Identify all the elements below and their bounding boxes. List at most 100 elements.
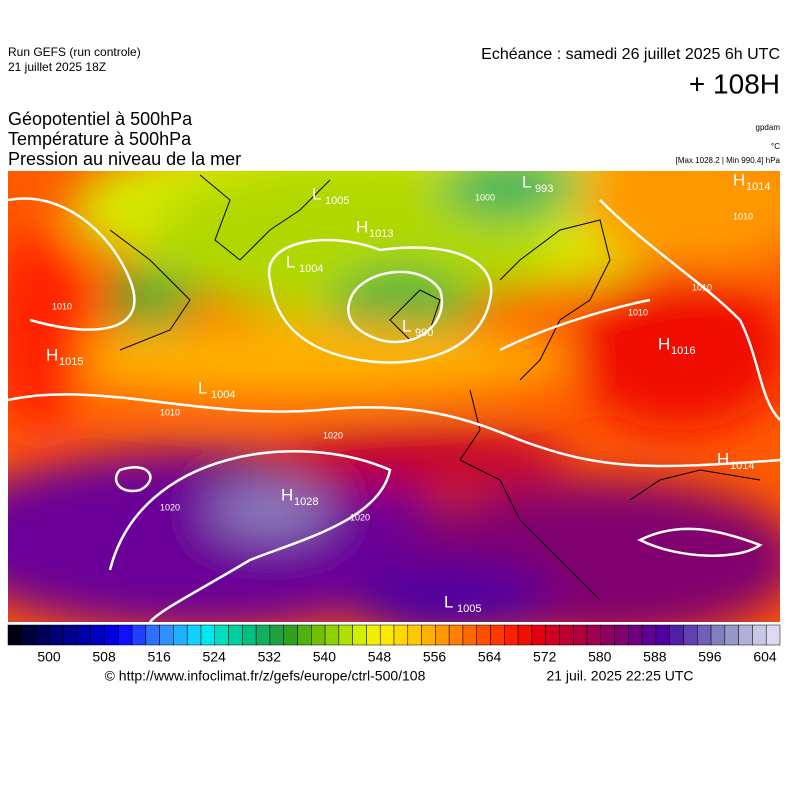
colorbar-swatch (600, 624, 615, 646)
colorbar-swatch (655, 624, 670, 646)
colorbar-swatch (311, 624, 326, 646)
colorbar-swatch (35, 624, 50, 646)
center-pressure: 1014 (730, 460, 754, 472)
title: Géopotentiel à 500hPa (8, 109, 193, 129)
colorbar-swatch (366, 624, 381, 646)
colorbar-swatch (738, 624, 753, 646)
colorbar-swatch (393, 624, 409, 646)
colorbar-swatch (669, 624, 684, 646)
center-pressure: 1005 (457, 603, 481, 615)
colorbar-swatch (21, 624, 36, 646)
colorbar-swatch (131, 624, 147, 646)
center-pressure: 1004 (211, 389, 235, 401)
center-type: L (522, 172, 531, 191)
run: Run GEFS (run controle) (8, 45, 141, 59)
isobar-label: 1010 (692, 282, 712, 292)
center-type: L (402, 316, 411, 335)
center-type: L (312, 184, 321, 203)
unit: °C (771, 142, 780, 151)
isobar-label: 1010 (52, 301, 72, 311)
colorbar-swatch (118, 624, 133, 646)
colorbar-tick-label: 572 (533, 649, 557, 665)
center-pressure: 1016 (671, 345, 695, 357)
isobar-label: 1020 (323, 430, 343, 440)
colorbar-swatch (545, 624, 560, 646)
isobar-label: 1000 (475, 192, 495, 202)
colorbar-tick-label: 508 (92, 649, 116, 665)
center-type: L (198, 378, 207, 397)
center-type: H (658, 334, 670, 353)
colorbar-swatch (490, 624, 505, 646)
colorbar-tick-label: 540 (313, 649, 337, 665)
colorbar-tick-label: 548 (368, 649, 392, 665)
colorbar-tick-label: 500 (37, 649, 61, 665)
unit: [Max 1028.2 | Min 990.4] hPa (676, 156, 781, 165)
colorbar-swatch (476, 624, 491, 646)
center-type: H (281, 485, 293, 504)
colorbar-swatch (572, 624, 588, 646)
colorbar-swatch (379, 624, 395, 646)
colorbar-swatch (186, 624, 202, 646)
colorbar-swatch (752, 624, 767, 646)
colorbar-swatch (352, 624, 367, 646)
colorbar-swatch (200, 624, 216, 646)
colorbar-swatch (173, 624, 188, 646)
echeance: Echéance : samedi 26 juillet 2025 6h UTC (481, 46, 780, 63)
center-type: H (733, 170, 745, 189)
colorbar-swatch (338, 624, 353, 646)
colorbar-swatch (255, 624, 271, 646)
isobar-label: 1020 (160, 502, 180, 512)
colorbar-swatch (269, 624, 284, 646)
colorbar-swatch (559, 624, 574, 646)
center-pressure: 990 (415, 327, 433, 339)
colorbar-tick-label: 524 (203, 649, 227, 665)
colorbar-swatch (517, 624, 533, 646)
colorbar-tick-label: 588 (643, 649, 667, 665)
colorbar-swatch (7, 624, 23, 646)
colorbar-swatch (283, 624, 298, 646)
colorbar-swatch (407, 624, 422, 646)
colorbar-swatch (62, 624, 78, 646)
colorbar-swatch (504, 624, 519, 646)
colorbar-swatch (297, 624, 312, 646)
colorbar-swatch (628, 624, 643, 646)
colorbar-swatch (90, 624, 105, 646)
colorbar-swatch (614, 624, 629, 646)
title: Température à 500hPa (8, 129, 192, 149)
center-type: H (717, 449, 729, 468)
colorbar-swatch (531, 624, 546, 646)
isobar-label: 1020 (350, 512, 370, 522)
center-type: L (444, 592, 453, 611)
colorbar-swatch (242, 624, 257, 646)
colorbar-tick-label: 580 (588, 649, 612, 665)
center-pressure: 993 (535, 183, 553, 195)
colorbar-swatch (145, 624, 160, 646)
colorbar-swatch (214, 624, 229, 646)
center-type: L (286, 252, 295, 271)
source: © http://www.infoclimat.fr/z/gefs/europe… (105, 668, 426, 684)
colorbar-swatch (104, 624, 119, 646)
colorbar-tick-label: 564 (478, 649, 502, 665)
colorbar-swatch (76, 624, 91, 646)
colorbar-swatch (641, 624, 657, 646)
center-pressure: 1028 (294, 496, 318, 508)
colorbar-swatch (710, 624, 726, 646)
colorbar-swatch (421, 624, 436, 646)
colorbar-swatch (435, 624, 450, 646)
generated: 21 juil. 2025 22:25 UTC (546, 668, 693, 684)
colorbar-swatch (49, 624, 64, 646)
colorbar-tick-label: 604 (753, 649, 777, 665)
colorbar-swatch (462, 624, 477, 646)
center-pressure: 1014 (746, 181, 770, 193)
center-type: H (46, 345, 58, 364)
colorbar-swatch (228, 624, 243, 646)
colorbar-tick-label: 556 (423, 649, 447, 665)
colorbar-tick-label: 596 (698, 649, 722, 665)
center-pressure: 1005 (325, 195, 349, 207)
run-date: 21 juillet 2025 18Z (8, 60, 106, 74)
center-type: H (356, 217, 368, 236)
colorbar: 500 508 516 524 532 540 548 556 564 572 580 588 596 6… (7, 624, 781, 665)
colorbar-swatch (324, 624, 340, 646)
